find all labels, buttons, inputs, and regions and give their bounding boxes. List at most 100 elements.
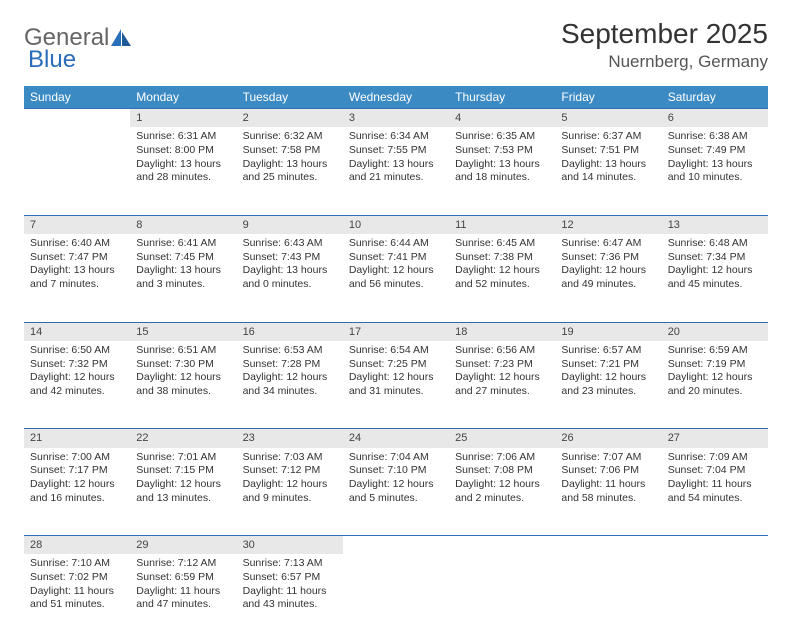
daylight-text: Daylight: 13 hours: [349, 158, 443, 172]
weekday-header: Thursday: [449, 86, 555, 109]
day-cell: Sunrise: 7:00 AMSunset: 7:17 PMDaylight:…: [24, 448, 130, 536]
day-number: 11: [449, 215, 555, 234]
daylight-text: and 20 minutes.: [668, 385, 762, 399]
day-cell: Sunrise: 6:31 AMSunset: 8:00 PMDaylight:…: [130, 127, 236, 215]
daylight-text: and 34 minutes.: [243, 385, 337, 399]
daylight-text: Daylight: 12 hours: [455, 264, 549, 278]
daylight-text: Daylight: 11 hours: [668, 478, 762, 492]
daylight-text: and 14 minutes.: [561, 171, 655, 185]
sunrise-text: Sunrise: 7:06 AM: [455, 451, 549, 465]
sunrise-text: Sunrise: 7:13 AM: [243, 557, 337, 571]
day-cell: Sunrise: 6:51 AMSunset: 7:30 PMDaylight:…: [130, 341, 236, 429]
daylight-text: and 38 minutes.: [136, 385, 230, 399]
daynum-row: 14151617181920: [24, 322, 768, 341]
daylight-text: Daylight: 12 hours: [668, 371, 762, 385]
day-number: 14: [24, 322, 130, 341]
sunset-text: Sunset: 7:10 PM: [349, 464, 443, 478]
daylight-text: Daylight: 12 hours: [30, 371, 124, 385]
daylight-text: Daylight: 13 hours: [30, 264, 124, 278]
daylight-text: and 58 minutes.: [561, 492, 655, 506]
day-cell: Sunrise: 7:03 AMSunset: 7:12 PMDaylight:…: [237, 448, 343, 536]
weekday-header: Monday: [130, 86, 236, 109]
day-cell: Sunrise: 7:12 AMSunset: 6:59 PMDaylight:…: [130, 554, 236, 642]
daynum-row: 282930: [24, 536, 768, 555]
sunset-text: Sunset: 7:49 PM: [668, 144, 762, 158]
sunset-text: Sunset: 7:21 PM: [561, 358, 655, 372]
daylight-text: and 0 minutes.: [243, 278, 337, 292]
day-cell: Sunrise: 7:10 AMSunset: 7:02 PMDaylight:…: [24, 554, 130, 642]
sunset-text: Sunset: 7:17 PM: [30, 464, 124, 478]
daylight-text: Daylight: 11 hours: [561, 478, 655, 492]
weekday-header: Wednesday: [343, 86, 449, 109]
sunset-text: Sunset: 7:19 PM: [668, 358, 762, 372]
daylight-text: Daylight: 12 hours: [349, 478, 443, 492]
day-cell: Sunrise: 6:40 AMSunset: 7:47 PMDaylight:…: [24, 234, 130, 322]
sunrise-text: Sunrise: 7:12 AM: [136, 557, 230, 571]
day-number: 28: [24, 536, 130, 555]
content-row: Sunrise: 6:50 AMSunset: 7:32 PMDaylight:…: [24, 341, 768, 429]
day-number: 24: [343, 429, 449, 448]
day-number: [343, 536, 449, 555]
daylight-text: Daylight: 13 hours: [243, 158, 337, 172]
sunrise-text: Sunrise: 7:10 AM: [30, 557, 124, 571]
location: Nuernberg, Germany: [561, 52, 768, 72]
daylight-text: and 54 minutes.: [668, 492, 762, 506]
day-number: 20: [662, 322, 768, 341]
daylight-text: and 47 minutes.: [136, 598, 230, 612]
day-number: 25: [449, 429, 555, 448]
day-number: 17: [343, 322, 449, 341]
day-cell: Sunrise: 7:06 AMSunset: 7:08 PMDaylight:…: [449, 448, 555, 536]
day-cell: Sunrise: 6:59 AMSunset: 7:19 PMDaylight:…: [662, 341, 768, 429]
daylight-text: Daylight: 11 hours: [243, 585, 337, 599]
daylight-text: Daylight: 13 hours: [136, 158, 230, 172]
day-number: 7: [24, 215, 130, 234]
day-cell: [662, 554, 768, 642]
sunset-text: Sunset: 7:23 PM: [455, 358, 549, 372]
sunset-text: Sunset: 7:32 PM: [30, 358, 124, 372]
sunrise-text: Sunrise: 7:00 AM: [30, 451, 124, 465]
sunset-text: Sunset: 7:45 PM: [136, 251, 230, 265]
day-number: 19: [555, 322, 661, 341]
daylight-text: Daylight: 12 hours: [243, 371, 337, 385]
sunset-text: Sunset: 7:28 PM: [243, 358, 337, 372]
sunset-text: Sunset: 7:36 PM: [561, 251, 655, 265]
daylight-text: Daylight: 11 hours: [30, 585, 124, 599]
sunset-text: Sunset: 7:43 PM: [243, 251, 337, 265]
daylight-text: Daylight: 12 hours: [30, 478, 124, 492]
day-cell: [343, 554, 449, 642]
day-number: 8: [130, 215, 236, 234]
day-number: 2: [237, 109, 343, 128]
day-number: 16: [237, 322, 343, 341]
content-row: Sunrise: 7:10 AMSunset: 7:02 PMDaylight:…: [24, 554, 768, 642]
sunset-text: Sunset: 7:55 PM: [349, 144, 443, 158]
sunset-text: Sunset: 7:58 PM: [243, 144, 337, 158]
day-number: [662, 536, 768, 555]
day-cell: Sunrise: 6:41 AMSunset: 7:45 PMDaylight:…: [130, 234, 236, 322]
day-cell: Sunrise: 6:35 AMSunset: 7:53 PMDaylight:…: [449, 127, 555, 215]
sunset-text: Sunset: 7:53 PM: [455, 144, 549, 158]
day-cell: Sunrise: 6:57 AMSunset: 7:21 PMDaylight:…: [555, 341, 661, 429]
daylight-text: Daylight: 11 hours: [136, 585, 230, 599]
daylight-text: and 3 minutes.: [136, 278, 230, 292]
day-number: 21: [24, 429, 130, 448]
sunset-text: Sunset: 7:38 PM: [455, 251, 549, 265]
daylight-text: Daylight: 12 hours: [455, 478, 549, 492]
sunset-text: Sunset: 7:08 PM: [455, 464, 549, 478]
day-cell: Sunrise: 6:53 AMSunset: 7:28 PMDaylight:…: [237, 341, 343, 429]
day-number: 6: [662, 109, 768, 128]
sunset-text: Sunset: 6:57 PM: [243, 571, 337, 585]
sunset-text: Sunset: 7:12 PM: [243, 464, 337, 478]
day-cell: Sunrise: 6:38 AMSunset: 7:49 PMDaylight:…: [662, 127, 768, 215]
daylight-text: and 9 minutes.: [243, 492, 337, 506]
daylight-text: and 21 minutes.: [349, 171, 443, 185]
day-number: 23: [237, 429, 343, 448]
sunrise-text: Sunrise: 6:31 AM: [136, 130, 230, 144]
sunset-text: Sunset: 7:51 PM: [561, 144, 655, 158]
daylight-text: Daylight: 12 hours: [349, 371, 443, 385]
sunrise-text: Sunrise: 6:59 AM: [668, 344, 762, 358]
day-cell: Sunrise: 6:54 AMSunset: 7:25 PMDaylight:…: [343, 341, 449, 429]
sunset-text: Sunset: 7:34 PM: [668, 251, 762, 265]
day-cell: Sunrise: 6:43 AMSunset: 7:43 PMDaylight:…: [237, 234, 343, 322]
logo-text-blue: Blue: [28, 46, 76, 74]
daylight-text: and 18 minutes.: [455, 171, 549, 185]
